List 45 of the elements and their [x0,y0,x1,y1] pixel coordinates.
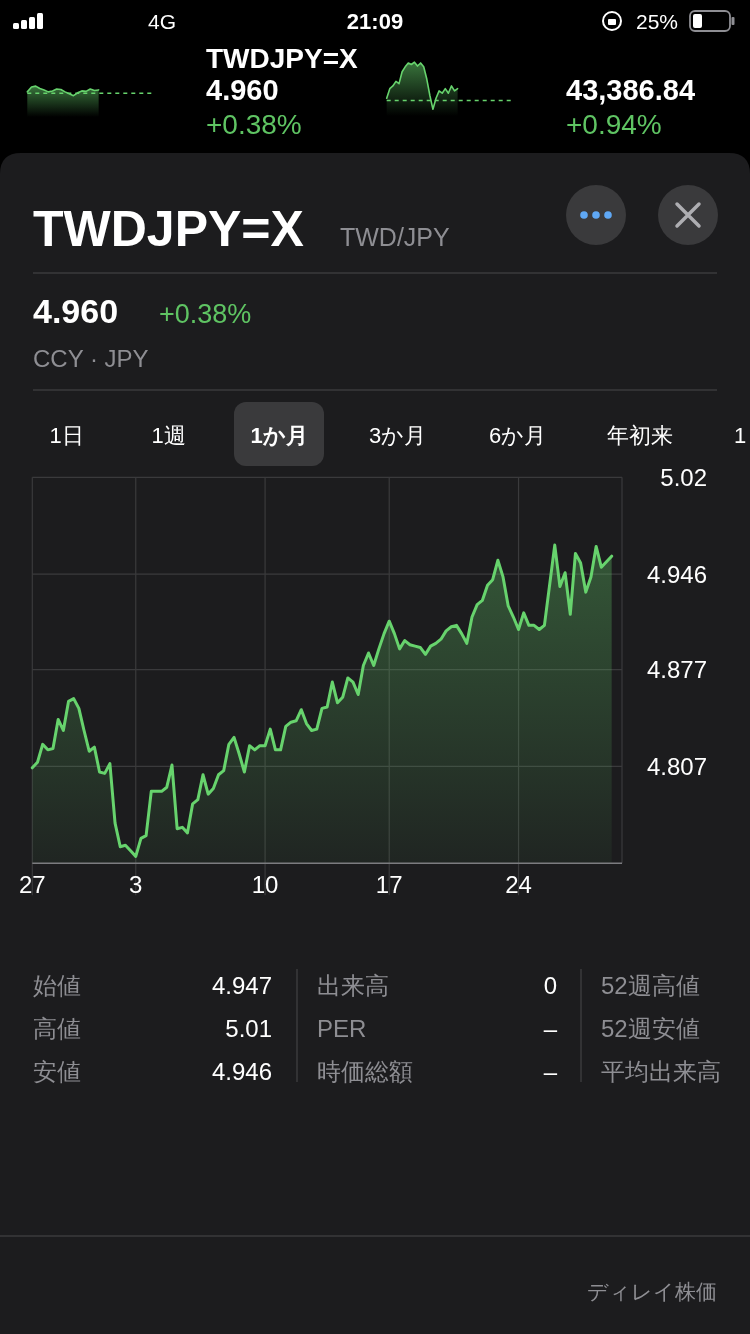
text: PER [317,1015,367,1042]
text: 25% [636,10,679,33]
text: 5.01 [225,1015,272,1042]
text: 年初来 [607,423,673,448]
text: 4.947 [211,972,272,999]
text: 43,386.84 [566,74,696,106]
text: 1週 [151,423,186,448]
text: 1日 [49,423,84,448]
text: 52週安値 [601,1015,700,1042]
text: 平均出来高 [601,1058,721,1085]
text: ディレイ株価 [587,1280,717,1303]
text: 1か月 [250,423,308,448]
text: – [543,1015,558,1042]
chart-subtitle: TWD/JPY [340,223,451,251]
y-tick-label: 5.02 [660,463,707,491]
text: 始値 [33,972,81,999]
text: CCY · JPY [33,345,149,372]
text: 高値 [33,1015,81,1042]
text: 21:09 [346,9,404,34]
x-tick-label: 3 [129,871,143,898]
text: +0.38% [159,299,252,329]
text: 0 [543,972,557,999]
text: 4.960 [33,292,119,330]
text: +0.94% [566,109,662,140]
text: 出来高 [317,972,389,999]
x-tick-label: 27 [18,871,46,898]
text: 52週高値 [601,972,700,999]
text: – [543,1058,558,1085]
text: 6か月 [488,423,547,448]
chart-title: TWDJPY=X [33,201,304,257]
text: 安値 [33,1058,81,1085]
text: 4.960 [206,74,279,106]
text: TWDJPY=X [206,43,359,74]
text: 4.946 [211,1058,272,1085]
y-tick-label: 4.807 [646,752,707,780]
x-tick-label: 24 [505,871,532,898]
x-tick-label: 17 [375,871,403,898]
text: 4G [148,10,177,33]
text: +0.38% [206,109,302,140]
x-tick-label: 10 [251,871,279,898]
text: 時価総額 [317,1058,413,1085]
text: 3か月 [368,423,427,448]
y-tick-label: 4.946 [646,560,707,588]
y-tick-label: 4.877 [646,656,707,684]
text: 1 [734,423,747,448]
